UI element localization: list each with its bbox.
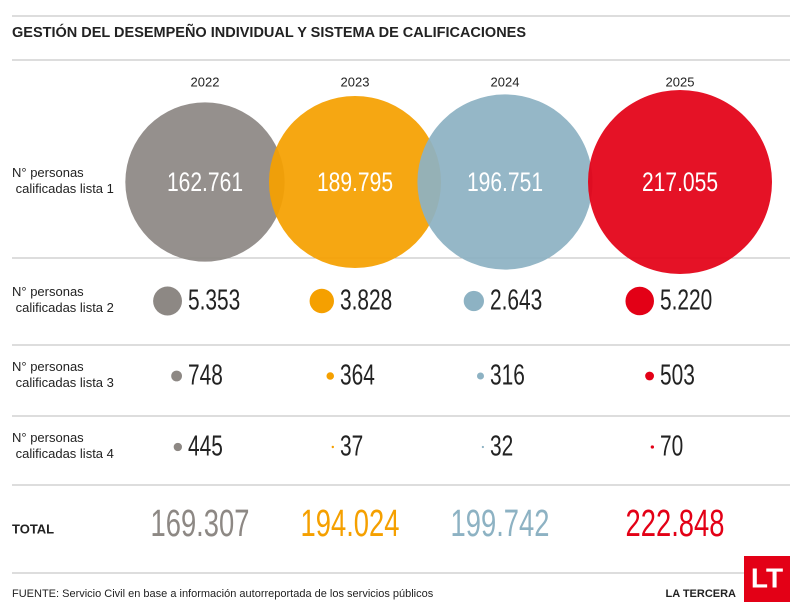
- row-label: N° personas calificadas lista 3: [12, 360, 114, 391]
- value-label: 748: [188, 359, 223, 391]
- bubble: [268, 95, 442, 269]
- value-label: 70: [660, 430, 683, 462]
- bubble: [417, 94, 593, 270]
- row-label: N° personas calificadas lista 1: [12, 166, 114, 197]
- brand: LA TERCERA: [666, 588, 737, 600]
- value-label: 196.751: [467, 168, 543, 198]
- bubble: [125, 102, 285, 262]
- total-value: 194.024: [301, 503, 400, 545]
- bubble: [476, 372, 484, 380]
- year-label: 2023: [341, 74, 370, 89]
- bubble: [173, 442, 182, 452]
- bubble: [463, 290, 484, 312]
- total-label: TOTAL: [12, 521, 54, 536]
- source: FUENTE: Servicio Civil en base a informa…: [12, 588, 434, 600]
- value-label: 5.353: [188, 284, 240, 316]
- bubble: [171, 370, 183, 382]
- bubble: [331, 445, 334, 449]
- bubble: [309, 288, 334, 314]
- title: GESTIÓN DEL DESEMPEÑO INDIVIDUAL Y SISTE…: [12, 23, 526, 41]
- total-value: 199.742: [451, 503, 550, 545]
- value-label: 316: [490, 359, 525, 391]
- bubble: [481, 445, 484, 449]
- bubble: [153, 286, 182, 316]
- value-label: 5.220: [660, 284, 712, 316]
- value-label: 2.643: [490, 284, 542, 316]
- value-label: 445: [188, 430, 223, 462]
- row-label: N° personas calificadas lista 4: [12, 431, 114, 462]
- year-label: 2025: [666, 74, 695, 89]
- total-value: 169.307: [151, 503, 250, 545]
- logo-box: [744, 556, 790, 602]
- bubble: [645, 371, 654, 381]
- bubble: [326, 372, 334, 380]
- value-label: 3.828: [340, 284, 392, 316]
- year-label: 2022: [191, 74, 220, 89]
- value-label: 32: [490, 430, 513, 462]
- total-value: 222.848: [626, 503, 725, 545]
- value-label: 189.795: [317, 168, 393, 198]
- logo: LT: [751, 562, 783, 593]
- value-label: 217.055: [642, 168, 718, 198]
- bubble: [588, 90, 772, 274]
- value-label: 503: [660, 359, 695, 391]
- value-label: 364: [340, 359, 375, 391]
- value-label: 37: [340, 430, 363, 462]
- row-label: N° personas calificadas lista 2: [12, 285, 114, 316]
- bubble: [650, 445, 654, 449]
- value-label: 162.761: [167, 168, 243, 198]
- year-label: 2024: [491, 74, 520, 89]
- bubble: [625, 286, 654, 316]
